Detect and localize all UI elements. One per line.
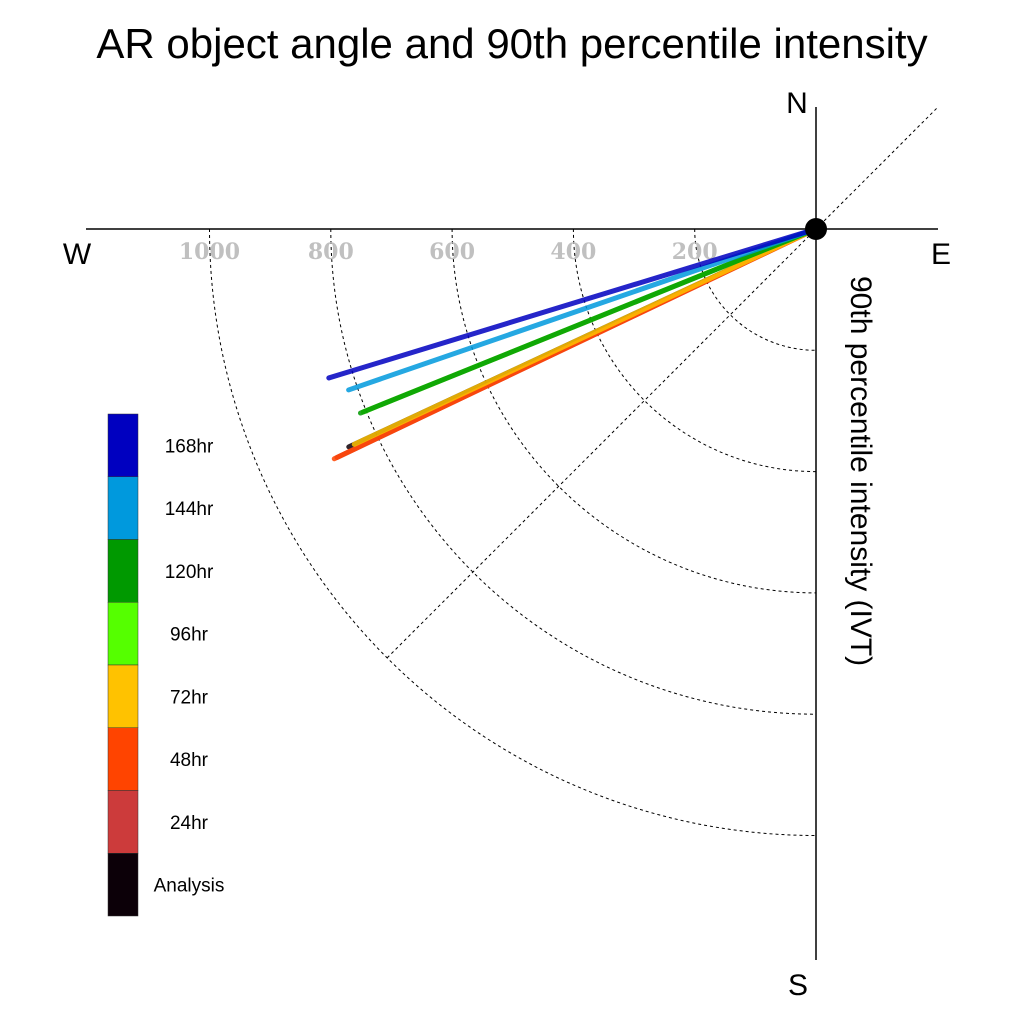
vector-120hr [358, 226, 819, 416]
legend-label-96hr: 96hr [170, 625, 209, 646]
legend-swatch-168hr [107, 413, 139, 477]
grid-ring-600 [451, 228, 817, 594]
legend-swatch-144hr [107, 476, 139, 540]
legend: 168hr 144hr 120hr 96hr 72hr 48hr 24hr Analysis [107, 413, 225, 917]
tick-label-400: 400 [550, 239, 596, 265]
legend-swatch-24hr [107, 790, 139, 854]
polar-grid [209, 106, 939, 836]
legend-label-168hr: 168hr [165, 436, 214, 457]
legend-swatch-48hr [107, 727, 139, 791]
tick-label-800: 800 [308, 239, 354, 265]
compass-south-label: S [788, 969, 808, 1002]
legend-swatch-96hr [107, 602, 139, 666]
legend-label-24hr: 24hr [170, 813, 209, 834]
grid-ring-800 [330, 228, 817, 715]
grid-ring-400 [572, 228, 817, 473]
origin-marker [805, 218, 827, 240]
vector-72hr [351, 226, 819, 447]
chart-title: AR object angle and 90th percentile inte… [96, 20, 927, 67]
grid-diagonal [386, 106, 939, 659]
legend-label-analysis: Analysis [154, 876, 225, 897]
vector-144hr [346, 226, 819, 393]
legend-label-120hr: 120hr [165, 562, 214, 583]
legend-label-144hr: 144hr [165, 499, 214, 520]
compass-west-label: W [63, 238, 92, 271]
intensity-vectors [326, 226, 819, 462]
legend-swatch-analysis [107, 853, 139, 917]
legend-label-72hr: 72hr [170, 687, 209, 708]
compass-east-label: E [931, 238, 951, 271]
grid-ring-200 [694, 228, 817, 351]
tick-label-600: 600 [429, 239, 475, 265]
legend-swatch-120hr [107, 539, 139, 603]
legend-swatch-72hr [107, 664, 139, 728]
y-axis-label: 90th percentile intensity (IVT) [844, 276, 877, 666]
vector-168hr [326, 226, 819, 381]
tick-label-1000: 1000 [179, 239, 240, 265]
legend-label-48hr: 48hr [170, 750, 209, 771]
compass-north-label: N [786, 87, 808, 120]
